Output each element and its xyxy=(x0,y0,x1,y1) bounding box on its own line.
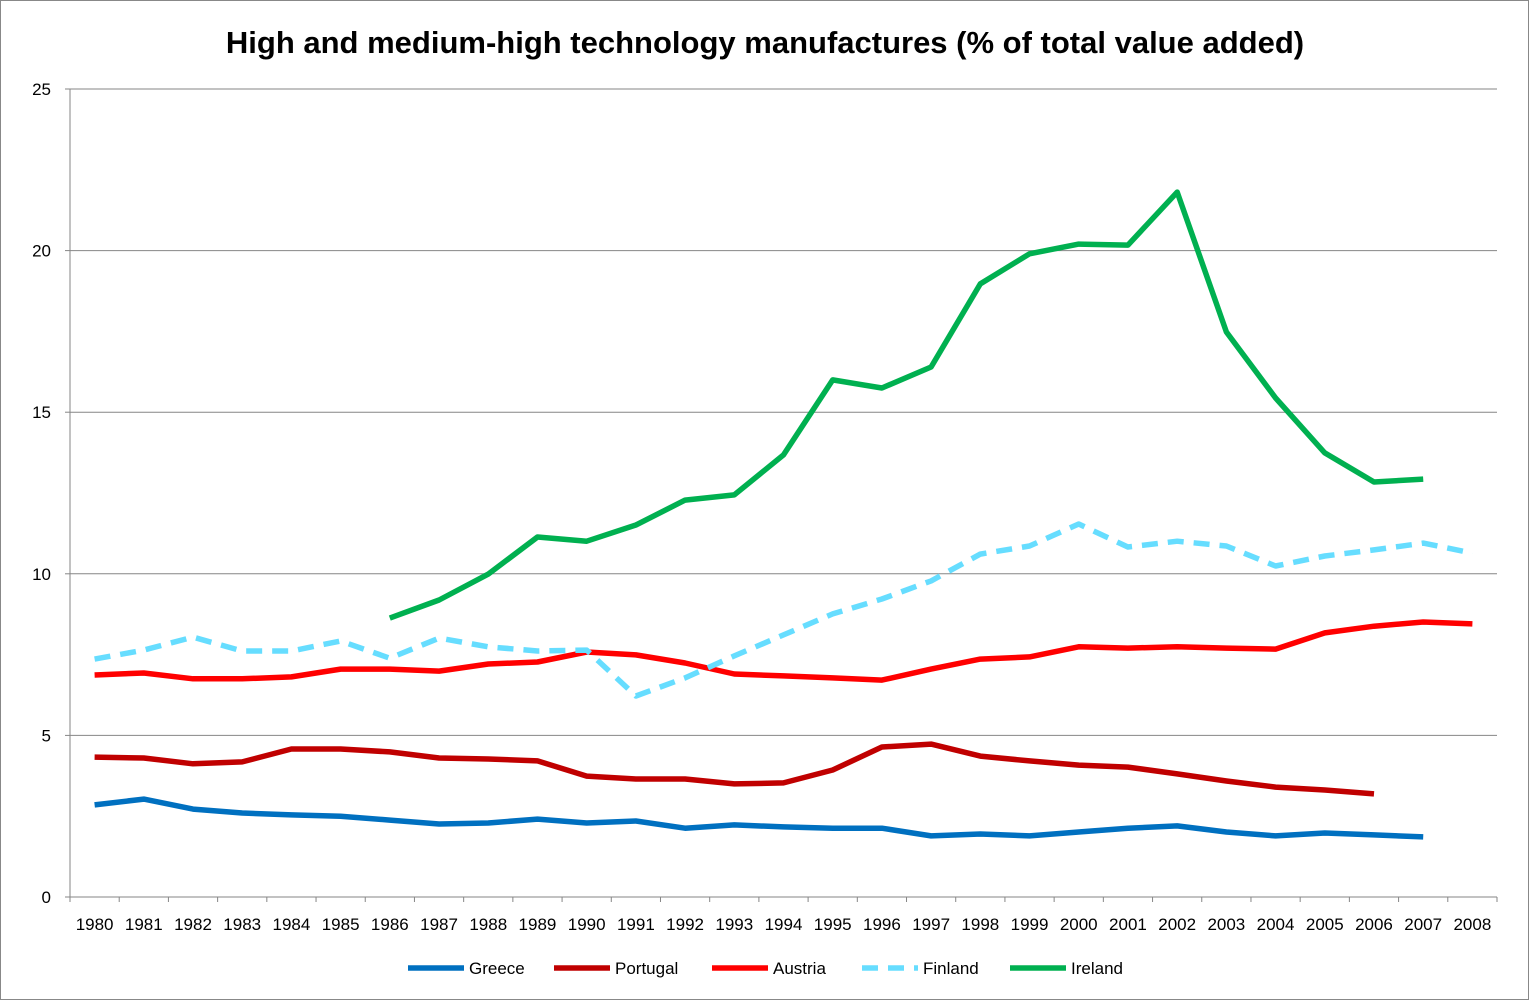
x-tick-label: 1987 xyxy=(420,915,458,934)
x-tick-label: 2002 xyxy=(1158,915,1196,934)
series-line-greece xyxy=(95,799,1424,837)
x-tick-label: 1980 xyxy=(76,915,114,934)
x-tick-label: 2005 xyxy=(1306,915,1344,934)
series-line-finland xyxy=(95,524,1473,696)
x-tick-label: 2001 xyxy=(1109,915,1147,934)
y-tick-label: 15 xyxy=(32,403,51,422)
y-tick-label: 0 xyxy=(42,888,51,907)
x-tick-label: 1997 xyxy=(912,915,950,934)
x-tick-label: 1993 xyxy=(715,915,753,934)
x-tick-label: 1998 xyxy=(961,915,999,934)
x-tick-label: 2008 xyxy=(1453,915,1491,934)
x-tick-label: 1999 xyxy=(1011,915,1049,934)
series-line-ireland xyxy=(390,192,1423,618)
x-tick-label: 1995 xyxy=(814,915,852,934)
gridlines xyxy=(65,89,1497,902)
legend-label-portugal: Portugal xyxy=(615,959,678,978)
x-tick-label: 1994 xyxy=(765,915,803,934)
x-tick-label: 1991 xyxy=(617,915,655,934)
legend-label-finland: Finland xyxy=(923,959,979,978)
legend-label-ireland: Ireland xyxy=(1071,959,1123,978)
x-tick-label: 1996 xyxy=(863,915,901,934)
y-axis-ticks: 0 5 10 15 20 25 xyxy=(32,80,51,907)
x-tick-label: 1982 xyxy=(174,915,212,934)
x-tick-label: 1990 xyxy=(568,915,606,934)
x-tick-label: 2000 xyxy=(1060,915,1098,934)
x-tick-label: 1988 xyxy=(469,915,507,934)
x-tick-label: 1984 xyxy=(273,915,311,934)
x-tick-label: 2006 xyxy=(1355,915,1393,934)
y-tick-label: 5 xyxy=(42,726,51,745)
y-tick-label: 10 xyxy=(32,565,51,584)
y-tick-label: 25 xyxy=(32,80,51,99)
legend-label-greece: Greece xyxy=(469,959,525,978)
legend: Greece Portugal Austria Finland Ireland xyxy=(408,959,1123,978)
series-lines xyxy=(95,192,1473,837)
x-tick-label: 1992 xyxy=(666,915,704,934)
x-axis-ticks: 1980 1981 1982 1983 1984 1985 1986 1987 1988 1989… xyxy=(76,915,1492,934)
chart-title: High and medium-high technology manufact… xyxy=(226,25,1304,60)
x-tick-label: 1983 xyxy=(223,915,261,934)
x-tick-label: 1985 xyxy=(322,915,360,934)
x-tick-label: 1981 xyxy=(125,915,163,934)
x-tick-label: 1986 xyxy=(371,915,409,934)
x-tick-label: 2007 xyxy=(1404,915,1442,934)
y-tick-label: 20 xyxy=(32,242,51,261)
legend-label-austria: Austria xyxy=(773,959,826,978)
x-tick-label: 2003 xyxy=(1207,915,1245,934)
x-tick-label: 1989 xyxy=(519,915,557,934)
series-line-portugal xyxy=(95,744,1374,794)
x-tick-label: 2004 xyxy=(1257,915,1295,934)
